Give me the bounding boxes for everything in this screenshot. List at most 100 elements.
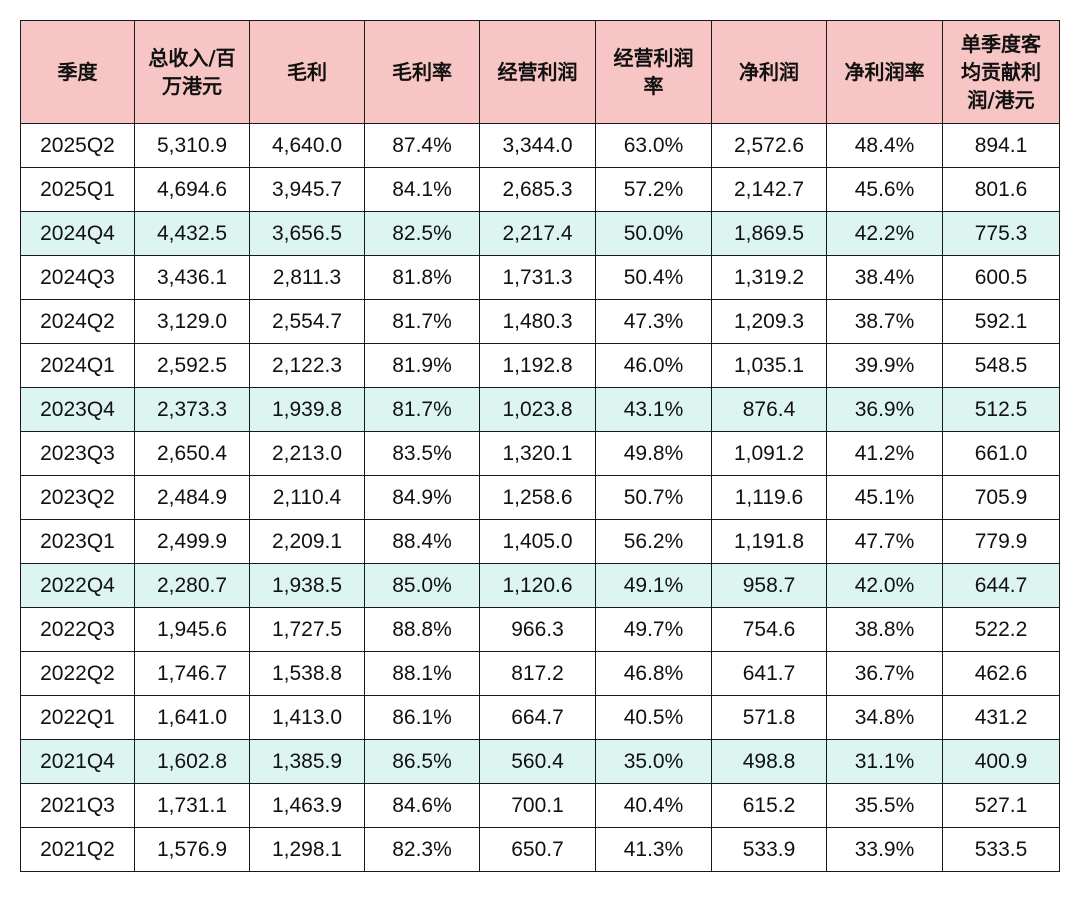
table-cell: 2,122.3: [249, 343, 365, 388]
table-row: 2021Q3 1,731.1 1,463.9 84.6% 700.1 40.4% 615.2…: [20, 783, 1060, 828]
table-cell: 592.1: [942, 299, 1060, 344]
table-cell: 2,142.7: [711, 167, 827, 212]
quarter-cell: 2021Q2: [20, 827, 135, 872]
table-cell: 42.2%: [826, 211, 943, 256]
quarter-cell: 2024Q1: [20, 343, 135, 388]
table-row: 2023Q4 2,373.3 1,939.8 81.7% 1,023.8 43.1% 876…: [20, 387, 1060, 432]
table-cell: 31.1%: [826, 739, 943, 784]
table-cell: 88.4%: [364, 519, 480, 564]
table-cell: 661.0: [942, 431, 1060, 476]
quarter-cell: 2023Q4: [20, 387, 135, 432]
table-cell: 1,727.5: [249, 607, 365, 652]
table-cell: 2,280.7: [134, 563, 250, 608]
table-cell: 33.9%: [826, 827, 943, 872]
quarter-cell: 2025Q1: [20, 167, 135, 212]
table-cell: 2,554.7: [249, 299, 365, 344]
table-cell: 560.4: [479, 739, 596, 784]
table-cell: 2,592.5: [134, 343, 250, 388]
table-cell: 1,035.1: [711, 343, 827, 388]
table-cell: 1,120.6: [479, 563, 596, 608]
table-cell: 82.5%: [364, 211, 480, 256]
column-header: 经营利润: [479, 20, 596, 124]
table-row: 2024Q3 3,436.1 2,811.3 81.8% 1,731.3 50.4% 1,3…: [20, 255, 1060, 300]
table-row: 2023Q3 2,650.4 2,213.0 83.5% 1,320.1 49.8% 1,0…: [20, 431, 1060, 476]
table-cell: 36.7%: [826, 651, 943, 696]
quarterly-financials-table: 季度 总收入/百 万港元 毛利 毛利率 经营利润 经营利润率净利润 净利润率 单季度客 均贡献利润…: [20, 20, 1060, 872]
table-cell: 958.7: [711, 563, 827, 608]
table-cell: 1,413.0: [249, 695, 365, 740]
table-cell: 1,746.7: [134, 651, 250, 696]
quarter-cell: 2022Q4: [20, 563, 135, 608]
table-cell: 38.8%: [826, 607, 943, 652]
table-header-row: 季度 总收入/百 万港元 毛利 毛利率 经营利润 经营利润率净利润 净利润率 单季度客 均贡献利润…: [20, 20, 1060, 124]
table-cell: 57.2%: [595, 167, 712, 212]
table-cell: 876.4: [711, 387, 827, 432]
table-cell: 664.7: [479, 695, 596, 740]
table-cell: 522.2: [942, 607, 1060, 652]
table-cell: 50.0%: [595, 211, 712, 256]
table-row: 2022Q4 2,280.7 1,938.5 85.0% 1,120.6 49.1% 958…: [20, 563, 1060, 608]
table-cell: 46.8%: [595, 651, 712, 696]
table-cell: 50.7%: [595, 475, 712, 520]
table-row: 2022Q3 1,945.6 1,727.5 88.8% 966.3 49.7% 754.6…: [20, 607, 1060, 652]
quarter-cell: 2022Q1: [20, 695, 135, 740]
table-cell: 2,572.6: [711, 123, 827, 168]
table-cell: 88.1%: [364, 651, 480, 696]
table-cell: 1,405.0: [479, 519, 596, 564]
table-cell: 1,945.6: [134, 607, 250, 652]
table-cell: 2,811.3: [249, 255, 365, 300]
table-cell: 1,576.9: [134, 827, 250, 872]
table-cell: 3,436.1: [134, 255, 250, 300]
table-cell: 3,129.0: [134, 299, 250, 344]
quarter-cell: 2025Q2: [20, 123, 135, 168]
table-cell: 1,320.1: [479, 431, 596, 476]
table-cell: 46.0%: [595, 343, 712, 388]
table-cell: 1,538.8: [249, 651, 365, 696]
table-cell: 82.3%: [364, 827, 480, 872]
quarter-cell: 2024Q4: [20, 211, 135, 256]
table-cell: 84.6%: [364, 783, 480, 828]
column-header: 毛利率: [364, 20, 480, 124]
table-cell: 3,656.5: [249, 211, 365, 256]
table-row: 2023Q2 2,484.9 2,110.4 84.9% 1,258.6 50.7% 1,1…: [20, 475, 1060, 520]
table-cell: 1,463.9: [249, 783, 365, 828]
table-cell: 41.2%: [826, 431, 943, 476]
column-header: 单季度客 均贡献利 润/港元: [942, 20, 1060, 124]
table-cell: 41.3%: [595, 827, 712, 872]
quarter-cell: 2023Q3: [20, 431, 135, 476]
data-table-container: 季度 总收入/百 万港元 毛利 毛利率 经营利润 经营利润率净利润 净利润率 单季度客 均贡献利润…: [20, 20, 1060, 872]
table-row: 2025Q1 4,694.6 3,945.7 84.1% 2,685.3 57.2% 2,1…: [20, 167, 1060, 212]
table-cell: 571.8: [711, 695, 827, 740]
table-cell: 81.8%: [364, 255, 480, 300]
table-body: 2025Q2 5,310.9 4,640.0 87.4% 3,344.0 63.0% 2,5…: [20, 123, 1060, 872]
table-cell: 49.1%: [595, 563, 712, 608]
table-cell: 40.4%: [595, 783, 712, 828]
table-cell: 3,344.0: [479, 123, 596, 168]
table-cell: 650.7: [479, 827, 596, 872]
table-cell: 1,938.5: [249, 563, 365, 608]
table-cell: 2,213.0: [249, 431, 365, 476]
table-cell: 4,694.6: [134, 167, 250, 212]
table-row: 2021Q2 1,576.9 1,298.1 82.3% 650.7 41.3% 533.9…: [20, 827, 1060, 872]
table-cell: 1,602.8: [134, 739, 250, 784]
table-cell: 4,432.5: [134, 211, 250, 256]
table-cell: 431.2: [942, 695, 1060, 740]
table-cell: 87.4%: [364, 123, 480, 168]
table-cell: 512.5: [942, 387, 1060, 432]
table-cell: 45.1%: [826, 475, 943, 520]
quarter-cell: 2021Q4: [20, 739, 135, 784]
table-cell: 49.8%: [595, 431, 712, 476]
table-cell: 462.6: [942, 651, 1060, 696]
table-cell: 5,310.9: [134, 123, 250, 168]
table-cell: 4,640.0: [249, 123, 365, 168]
table-cell: 35.0%: [595, 739, 712, 784]
table-cell: 50.4%: [595, 255, 712, 300]
table-cell: 1,385.9: [249, 739, 365, 784]
table-row: 2022Q1 1,641.0 1,413.0 86.1% 664.7 40.5% 571.8…: [20, 695, 1060, 740]
table-cell: 400.9: [942, 739, 1060, 784]
table-row: 2023Q1 2,499.9 2,209.1 88.4% 1,405.0 56.2% 1,1…: [20, 519, 1060, 564]
table-cell: 1,209.3: [711, 299, 827, 344]
table-cell: 527.1: [942, 783, 1060, 828]
table-cell: 801.6: [942, 167, 1060, 212]
table-cell: 2,499.9: [134, 519, 250, 564]
